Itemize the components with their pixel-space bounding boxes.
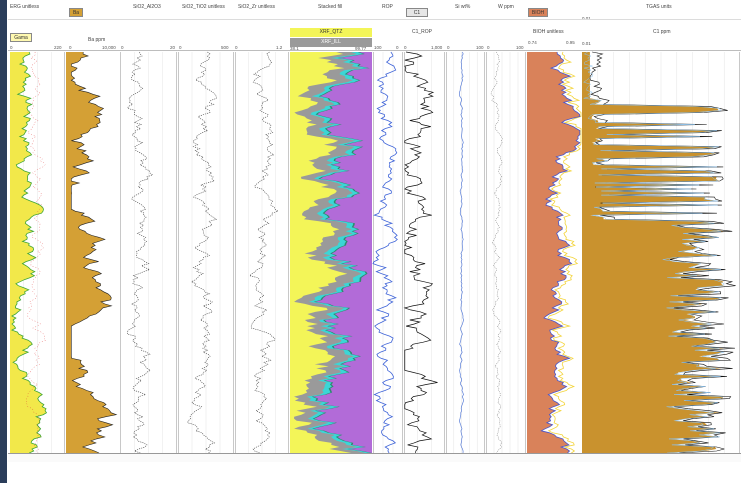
track-selector-ba[interactable]: Ba	[69, 8, 83, 17]
header-divider	[8, 19, 741, 20]
track-header-sio2-tio2[interactable]: SiO2_TiO2 unitless	[182, 4, 225, 10]
track-sio2-tio2[interactable]	[178, 52, 234, 453]
sio2-zr-curve-plot	[248, 51, 279, 454]
track-w[interactable]	[486, 52, 526, 453]
track-sio2-zr[interactable]	[235, 52, 289, 453]
left-sidebar-strip	[0, 0, 7, 483]
track-header-erg[interactable]: ERG unitless	[10, 4, 40, 10]
tick-bioh-min: 0.74	[528, 40, 537, 45]
bioh-fill-plot	[527, 51, 582, 454]
track-header-sio2-al2o3[interactable]: SiO2_Al2O3	[133, 4, 161, 10]
tick-sio2al-min: 0	[121, 45, 124, 50]
track-header-w[interactable]: W ppm	[498, 4, 514, 10]
rop-curve-plot	[372, 51, 398, 454]
track-selector-gama[interactable]: Gama	[10, 33, 32, 42]
tick-rop-max: 0	[396, 45, 399, 50]
tick-w-max: 100	[516, 45, 524, 50]
track-selector-bioh[interactable]: BIOH	[528, 8, 548, 17]
track-rop[interactable]	[373, 52, 403, 453]
track-subtitle-c1-rop: C1_ROP	[412, 29, 433, 35]
tick-erg-min: 0	[10, 45, 13, 50]
bottom-scroll-strip[interactable]	[8, 453, 741, 462]
track-header-stacked-fill[interactable]: Stacked fill	[318, 4, 343, 10]
tick-tgas-min: 0.01	[582, 16, 591, 21]
tick-stacked-max: 99.77	[355, 46, 367, 51]
ba-fill-plot	[66, 51, 119, 454]
tick-c1rop-max: 1,000	[431, 45, 443, 50]
tgas-fill-plot	[582, 51, 736, 454]
sio2-al2o3-curve-plot	[126, 51, 163, 454]
tick-erg-max: 220	[54, 45, 62, 50]
si-curve-plot	[453, 51, 478, 454]
tick-ba-min: 0	[69, 45, 72, 50]
track-sio2-al2o3[interactable]	[120, 52, 177, 453]
tick-sio2ti-max: 500	[221, 45, 229, 50]
legend-xrf-qtz[interactable]: XRF_QTZ	[290, 28, 372, 37]
tick-sio2al-max: 20	[170, 45, 176, 50]
tick-rop-min: 100	[374, 45, 382, 50]
tick-sio2zr-min: 0	[235, 45, 238, 50]
tick-ba-max: 10,000	[102, 45, 116, 50]
log-tracks-panel: ERG unitless Gama 0 220 Ba Ba ppm 0 10,0…	[8, 0, 741, 483]
track-si[interactable]	[446, 52, 485, 453]
track-header-si[interactable]: Si wt%	[455, 4, 471, 10]
track-header-tgas[interactable]: TGAS units	[646, 4, 672, 10]
track-subtitle-bioh: BIOH unitless	[533, 29, 564, 35]
tick-w-min: 0	[487, 45, 490, 50]
stacked-fill-plot	[290, 52, 372, 453]
track-subtitle-c1-ppm: C1 ppm	[653, 29, 671, 35]
w-curve-plot	[490, 51, 519, 454]
tick-bioh-max: 0.95	[566, 40, 575, 45]
erg-curve-plot	[10, 51, 52, 454]
tick-sio2zr-max: 1.2	[276, 45, 283, 50]
header-divider	[8, 50, 741, 51]
tick-si-min: 0	[447, 45, 450, 50]
track-header-sio2-zr[interactable]: SiO2_Zr unitless	[238, 4, 275, 10]
sio2-tio2-curve-plot	[187, 51, 221, 454]
legend-xrf-ill[interactable]: XRF_ILL	[290, 38, 372, 47]
track-subtitle-ba: Ba ppm	[88, 37, 106, 43]
track-selector-c1[interactable]: C1	[406, 8, 428, 17]
c1-rop-curve-plot	[403, 51, 438, 454]
tick-sio2ti-min: 0	[179, 45, 182, 50]
tick-stacked-min: 38.1	[290, 46, 299, 51]
tick-c1rop-min: 0	[404, 45, 407, 50]
track-header-rop[interactable]: ROP	[382, 4, 393, 10]
tick-tgas-c1-min: 0.01	[582, 41, 591, 46]
tick-si-max: 100	[476, 45, 484, 50]
